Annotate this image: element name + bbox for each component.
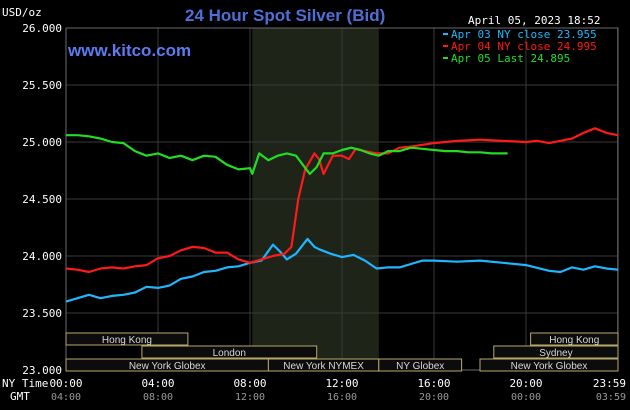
x-tick-label: 20:00 <box>509 377 542 390</box>
gmt-tick-label: 12:00 <box>235 392 265 403</box>
site-watermark: www.kitco.com <box>67 41 191 60</box>
y-tick-label: 23.500 <box>22 307 62 320</box>
x-tick-label: 08:00 <box>233 377 266 390</box>
gmt-tick-label: 03:59 <box>596 392 626 403</box>
timestamp: April 05, 2023 18:52 <box>468 14 600 27</box>
x-axis-ticks: 00:00 04:00 04:00 08:00 08:00 12:00 12:00 16:00… <box>49 377 626 403</box>
market-session-label: NY Globex <box>396 361 444 372</box>
chart-title: 24 Hour Spot Silver (Bid) <box>185 6 385 25</box>
legend-entry: Apr 04 NY close 24.995 <box>451 40 597 53</box>
y-tick-label: 25.500 <box>22 79 62 92</box>
legend-entry: Apr 03 NY close 23.955 <box>451 28 597 41</box>
legend-swatch <box>443 33 448 35</box>
market-session-box <box>378 358 463 372</box>
gmt-label: GMT <box>10 390 30 403</box>
gmt-tick-label: 20:00 <box>419 392 449 403</box>
unit-label: USD/oz <box>2 6 42 19</box>
y-tick-label: 26.000 <box>22 22 62 35</box>
ny-time-label: NY Time <box>2 377 48 390</box>
market-session-label: New York Globex <box>511 361 588 372</box>
legend-swatch <box>443 45 448 47</box>
y-tick-label: 24.000 <box>22 250 62 263</box>
x-tick-label: 04:00 <box>141 377 174 390</box>
y-axis-ticks: 23.000 23.500 24.000 24.500 25.000 25.500 26.0… <box>22 22 62 377</box>
market-session-box <box>493 345 619 359</box>
market-session-label: New York Globex <box>129 361 206 372</box>
market-session-box <box>479 358 619 372</box>
market-session-label: Sydney <box>539 348 572 359</box>
gmt-tick-label: 08:00 <box>143 392 173 403</box>
gmt-tick-label: 00:00 <box>511 392 541 403</box>
legend-swatch <box>443 57 448 59</box>
x-tick-label: 12:00 <box>325 377 358 390</box>
market-session-box <box>530 332 619 346</box>
y-tick-label: 23.000 <box>22 364 62 377</box>
market-session-label: Hong Kong <box>102 335 152 346</box>
gmt-tick-label: 04:00 <box>51 392 81 403</box>
series-line-apr-04 <box>65 127 619 274</box>
market-session-label: London <box>213 348 246 359</box>
y-tick-label: 25.000 <box>22 136 62 149</box>
x-tick-label: 23:59 <box>593 377 626 390</box>
x-tick-label: 00:00 <box>49 377 82 390</box>
market-session-box <box>141 345 318 359</box>
y-tick-label: 24.500 <box>22 193 62 206</box>
price-series <box>65 127 619 303</box>
series-line-apr-05 <box>66 134 508 175</box>
legend-entry: Apr 05 Last 24.895 <box>451 52 570 65</box>
gmt-tick-label: 16:00 <box>327 392 357 403</box>
x-tick-label: 16:00 <box>417 377 450 390</box>
market-session-label: Hong Kong <box>549 335 599 346</box>
series-line-apr-03 <box>65 237 619 303</box>
market-session-label: New York NYMEX <box>283 361 364 372</box>
market-session-box <box>65 332 189 346</box>
market-sessions: Hong Kong London New York Globex New York N… <box>65 332 619 372</box>
